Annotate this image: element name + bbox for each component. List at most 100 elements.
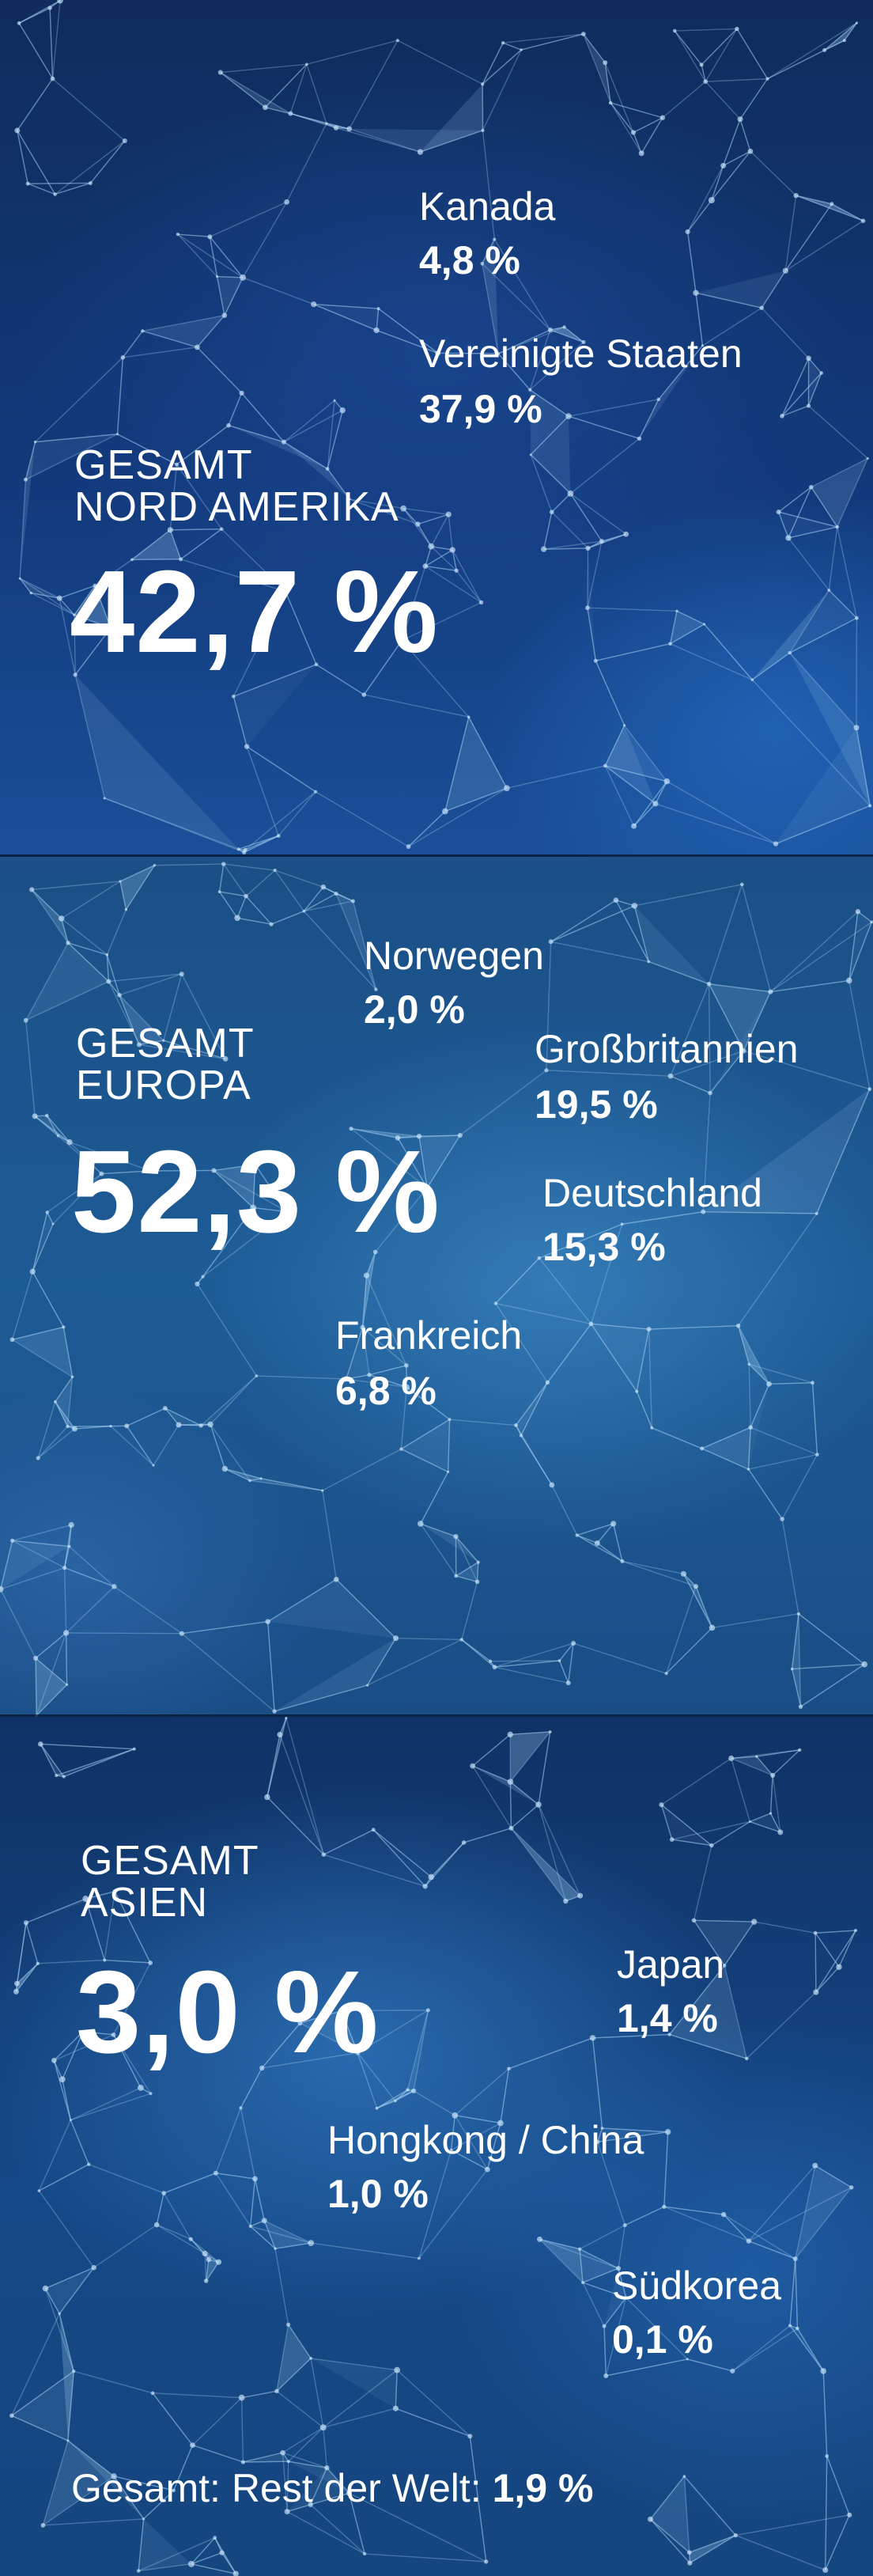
network-link xyxy=(0,1566,65,1590)
network-link xyxy=(633,803,656,827)
network-link xyxy=(795,2259,799,2329)
network-link xyxy=(241,2390,278,2399)
network-link xyxy=(687,199,712,233)
network-link xyxy=(346,1378,407,1388)
network-link xyxy=(53,2060,63,2080)
network-link xyxy=(539,2238,580,2250)
network-link xyxy=(743,991,771,1051)
network-link xyxy=(288,2460,327,2468)
network-link xyxy=(300,2022,358,2054)
network-link xyxy=(397,1137,428,1188)
network-link xyxy=(38,2190,95,2268)
network-link xyxy=(605,2297,627,2377)
network-node xyxy=(737,116,743,123)
network-link xyxy=(56,1748,134,1776)
network-node xyxy=(236,847,240,851)
network-node xyxy=(730,2368,735,2374)
network-link xyxy=(163,973,183,1041)
network-link xyxy=(648,1328,653,1428)
network-link xyxy=(494,1660,560,1668)
network-link xyxy=(451,2149,488,2170)
network-link xyxy=(209,236,244,278)
network-node xyxy=(348,498,351,501)
network-node xyxy=(55,1774,59,1778)
network-link xyxy=(36,1632,67,1716)
network-link xyxy=(243,2452,283,2463)
network-node xyxy=(37,2189,41,2192)
network-link xyxy=(418,513,449,525)
network-link xyxy=(551,493,571,513)
network-link xyxy=(313,303,377,331)
network-link xyxy=(588,540,603,549)
network-link xyxy=(468,716,508,789)
network-link xyxy=(18,22,54,79)
network-facet xyxy=(796,195,864,222)
network-link xyxy=(70,2120,89,2165)
network-link xyxy=(249,1478,262,1482)
region-total-heading-line1: GESAMT xyxy=(74,442,253,488)
network-link xyxy=(495,1257,540,1304)
network-link xyxy=(180,528,222,560)
network-link xyxy=(568,399,659,417)
network-node xyxy=(29,887,35,892)
network-link xyxy=(814,1932,840,1968)
network-node xyxy=(62,1630,70,1636)
network-link xyxy=(530,415,569,456)
network-link xyxy=(461,1638,495,1668)
network-link xyxy=(74,1425,111,1430)
network-link xyxy=(604,725,625,767)
network-link xyxy=(550,326,565,331)
network-node xyxy=(537,1256,542,1260)
network-link xyxy=(494,1660,560,1668)
network-link xyxy=(236,896,247,919)
network-link xyxy=(56,1748,134,1776)
network-link xyxy=(214,1164,255,1172)
network-node xyxy=(691,1918,697,1923)
network-link xyxy=(131,559,181,561)
network-node xyxy=(56,1134,60,1138)
network-link xyxy=(44,2288,60,2314)
network-link xyxy=(695,292,762,309)
network-link xyxy=(163,2173,217,2194)
network-node xyxy=(213,2170,218,2176)
network-node xyxy=(162,1406,168,1411)
network-link xyxy=(482,49,522,85)
network-link xyxy=(19,578,32,593)
network-node xyxy=(153,864,157,867)
network-link xyxy=(335,892,353,902)
network-node xyxy=(520,48,523,51)
network-node xyxy=(217,890,221,894)
network-facet xyxy=(351,1128,419,1138)
network-link xyxy=(582,2267,619,2283)
network-node xyxy=(635,1389,639,1393)
network-node xyxy=(13,1988,19,1995)
network-link xyxy=(245,896,272,925)
network-node xyxy=(664,1672,668,1676)
network-node xyxy=(112,1888,118,1894)
network-link xyxy=(16,1963,39,1984)
network-link xyxy=(648,960,709,985)
network-link xyxy=(156,2224,206,2255)
network-link xyxy=(468,716,508,789)
network-node xyxy=(493,237,497,241)
network-node xyxy=(272,1709,277,1714)
network-link xyxy=(228,392,243,426)
network-link xyxy=(824,22,857,51)
network-link xyxy=(209,237,218,277)
network-facet xyxy=(689,2535,736,2563)
network-link xyxy=(788,487,812,539)
network-node xyxy=(467,715,471,719)
network-link xyxy=(709,1050,744,1093)
network-node xyxy=(415,521,421,527)
network-link xyxy=(225,1468,251,1482)
network-link xyxy=(472,1733,511,1767)
network-link xyxy=(397,1137,428,1188)
network-node xyxy=(822,47,827,52)
network-facet xyxy=(639,345,703,439)
network-facet xyxy=(25,942,109,1021)
network-node xyxy=(501,41,505,45)
network-link xyxy=(47,1173,102,1213)
network-link xyxy=(576,1523,614,1536)
network-link xyxy=(17,130,28,184)
network-link xyxy=(660,1804,673,1840)
